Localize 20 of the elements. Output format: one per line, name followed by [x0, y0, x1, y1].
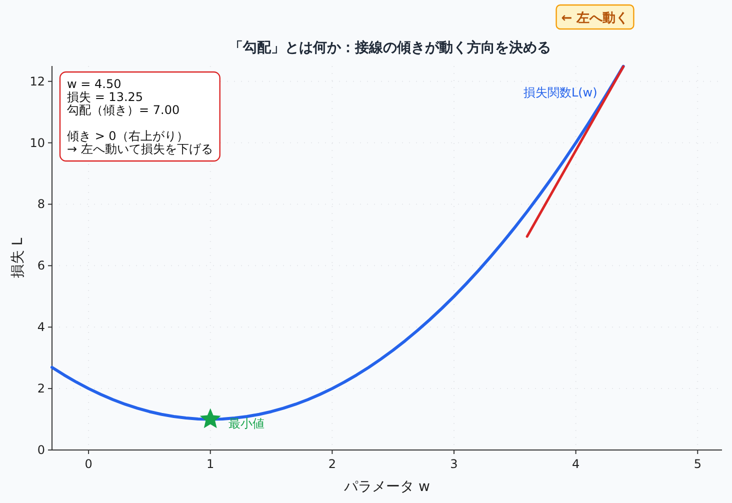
y-tick-label: 0 [37, 443, 45, 457]
x-axis-title: パラメータ w [343, 479, 430, 495]
y-axis-title: 損失 L [10, 238, 26, 278]
y-tick-label: 2 [37, 382, 45, 396]
x-tick-label: 1 [206, 457, 214, 471]
annotation: w = 4.50 損失 = 13.25 勾配（傾き）= 7.00 傾き > 0（右上がり） → 左へ動いて損失を下げる [67, 77, 213, 156]
chart-title: 「勾配」とは何か：接線の傾きが動く方向を決める [229, 39, 551, 56]
y-tick-label: 10 [30, 136, 45, 150]
y-tick-label: 6 [37, 258, 45, 273]
x-tick-label: 0 [84, 457, 92, 471]
series-label: 最小値 [228, 416, 264, 430]
y-tick-label: 8 [37, 197, 45, 212]
x-tick-label: 3 [450, 457, 458, 471]
text: ← 左へ動く [561, 11, 629, 26]
x-tick-label: 4 [572, 457, 580, 471]
y-tick-label: 12 [30, 74, 45, 88]
y-tick-label: 4 [37, 320, 45, 334]
x-tick-label: 5 [694, 457, 702, 471]
x-tick-label: 2 [328, 457, 336, 471]
series-label: 損失関数L(w) [523, 85, 598, 100]
